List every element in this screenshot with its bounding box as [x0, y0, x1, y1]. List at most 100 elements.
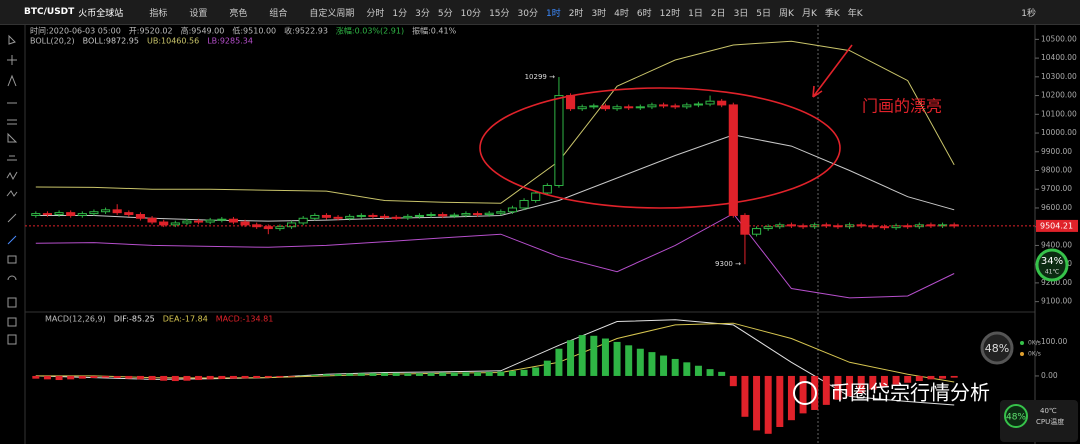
candle-body [717, 100, 727, 106]
legend-entry: DIF:-85.25 [114, 315, 155, 324]
refresh[interactable]: 1秒 [1021, 8, 1036, 19]
exchange[interactable]: 火币全球站 [78, 8, 124, 19]
arrow [812, 44, 853, 98]
candle-body [426, 214, 436, 217]
macd-bar [939, 375, 947, 379]
period[interactable]: 10分 [460, 8, 482, 19]
macd-bar [392, 372, 400, 376]
period[interactable]: 月K [801, 8, 817, 19]
menu-item[interactable]: 亮色 [229, 8, 248, 19]
watermark: 币圈岱宗行情分析 [830, 381, 990, 405]
candle-body [356, 214, 366, 217]
macd-bar [660, 355, 668, 376]
period[interactable]: 1分 [392, 8, 408, 19]
candle-body [647, 104, 657, 108]
macd-bar [55, 375, 63, 381]
macd-bar [206, 375, 214, 380]
toolbar: BTC/USDT 火币全球站 指标 设置 亮色 组合 自定义周期 分时 1分 3分 5分 10分 15分… [0, 0, 1080, 25]
period[interactable]: 15分 [489, 8, 510, 19]
period[interactable]: 1日 [688, 8, 703, 19]
candle-body [310, 214, 320, 219]
y-tick-label: 9900.00 [1041, 147, 1072, 156]
candle-body [740, 214, 750, 235]
macd-bar [613, 341, 621, 376]
macd-bar [729, 375, 737, 387]
candle-body [658, 104, 669, 107]
period[interactable]: 1时 [545, 8, 561, 19]
candle-body [438, 214, 448, 217]
period[interactable]: 12时 [659, 8, 681, 19]
macd-bar [880, 375, 888, 387]
legend-entry: DEA:-17.84 [163, 315, 208, 324]
indicator-line [35, 212, 955, 299]
macd-bar [892, 375, 900, 385]
macd-bar [497, 371, 505, 376]
macd-bar [776, 375, 784, 427]
candle-body [263, 226, 273, 230]
candle-body [170, 222, 180, 226]
macd-bar [869, 375, 877, 390]
macd-bar [648, 352, 656, 376]
period[interactable]: 3分 [415, 8, 430, 19]
macd-bar [834, 375, 842, 400]
period[interactable]: 30分 [517, 8, 538, 19]
candle-body [449, 214, 459, 217]
period[interactable]: 年K [847, 8, 863, 19]
candle-body [635, 106, 645, 109]
candle-body [31, 213, 41, 216]
macd-bar [427, 372, 435, 376]
macd-bar [567, 340, 575, 376]
y-tick-label: 0.00 [1041, 371, 1058, 380]
period[interactable]: 分时 [366, 8, 385, 19]
candle-body [286, 222, 297, 228]
menu-item[interactable]: 组合 [269, 8, 288, 19]
menu-item[interactable]: 设置 [189, 8, 208, 19]
period[interactable]: 2时 [568, 8, 584, 19]
macd-bar [520, 369, 528, 376]
candle-body [868, 225, 878, 228]
period[interactable]: 3日 [733, 8, 749, 19]
macd-bar [32, 375, 40, 379]
period[interactable]: 3时 [591, 8, 607, 19]
candle-body [345, 215, 355, 219]
download-dot [1020, 352, 1024, 356]
period[interactable]: 周K [779, 8, 794, 19]
symbol[interactable]: BTC/USDT [24, 7, 75, 17]
plot: 9100.009200.009300.009400.009500.009600.… [25, 26, 1078, 434]
macd-bar [346, 373, 354, 376]
last-price: 9504.21 [1040, 221, 1073, 230]
macd-bar [125, 375, 133, 379]
candle-body [66, 212, 76, 216]
period[interactable]: 5日 [756, 8, 772, 19]
y-tick-label: 10400.00 [1041, 53, 1077, 62]
custom-period[interactable]: 自定义周期 [309, 8, 355, 19]
period[interactable]: 季K [824, 8, 840, 19]
macd-bar [718, 371, 726, 376]
upload-dot [1020, 341, 1024, 345]
y-tick-label: 10100.00 [1041, 109, 1077, 118]
y-tick-label: 9200.00 [1041, 278, 1072, 287]
upload: 0K/s [1028, 340, 1041, 347]
legend-entry: 开:9520.02 [129, 27, 173, 36]
macd-bar [253, 375, 261, 378]
period[interactable]: 6时 [636, 8, 652, 19]
menu-item[interactable]: 指标 [149, 8, 168, 19]
macd-bar [229, 375, 237, 379]
candle-body [205, 219, 215, 223]
macd-bar [67, 375, 75, 380]
macd-bar [590, 335, 598, 376]
macd-bar [636, 348, 644, 376]
period[interactable]: 4时 [614, 8, 629, 19]
candle-body [751, 228, 762, 235]
macd-bar [43, 375, 51, 380]
macd-bar [136, 375, 144, 380]
macd-bar [334, 373, 342, 376]
period[interactable]: 5分 [437, 8, 453, 19]
period[interactable]: 2日 [710, 8, 726, 19]
macd-bar [764, 375, 772, 434]
memory-gauge [1035, 248, 1069, 282]
macd-bar [113, 375, 121, 378]
legend-entry: 涨幅:0.03%(2.91) [336, 26, 404, 36]
y-tick-label: 9600.00 [1041, 203, 1072, 212]
